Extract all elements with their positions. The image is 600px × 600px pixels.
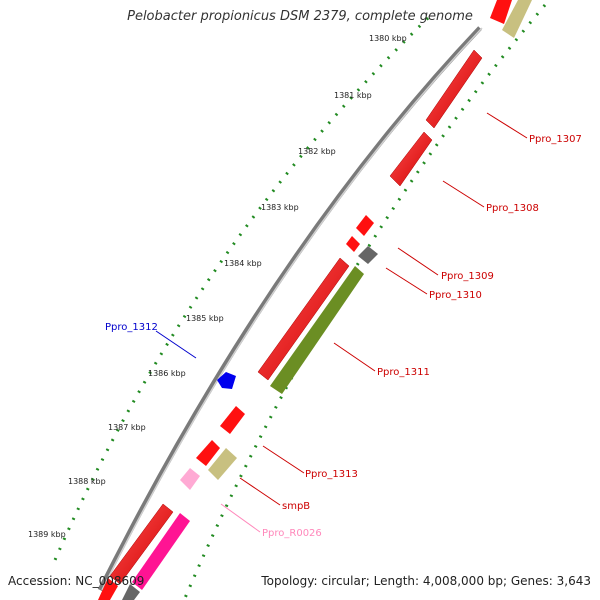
gene-ppro-1311: [257, 257, 350, 381]
gene-ppro-1309: [356, 215, 374, 236]
gene-olive-1311: [270, 266, 364, 394]
gene-label-ppro-1313: Ppro_1313: [305, 469, 358, 480]
gene-label-ppro-r0026: Ppro_R0026: [262, 528, 322, 539]
gene-ppro-1312: [217, 372, 236, 389]
scale-labels: 1380 kbp 1381 kbp 1382 kbp 1383 kbp 1384…: [28, 34, 407, 539]
gene-tan-top: [502, 0, 532, 38]
genome-backbone-highlight: [101, 27, 483, 591]
gene-label-ppro-1312: Ppro_1312: [105, 322, 158, 333]
tick-label: 1385 kbp: [186, 314, 224, 323]
gene-smpb: [208, 448, 237, 480]
gene-ppro-1307: [425, 49, 483, 129]
gene-ppro-1313: [220, 406, 245, 434]
tick-label: 1389 kbp: [28, 530, 66, 539]
gene-label-ppro-1307: Ppro_1307: [529, 134, 582, 145]
tick-label: 1381 kbp: [334, 91, 372, 100]
gene-lower-red: [109, 503, 174, 585]
accession-label: Accession: NC_008609: [8, 574, 145, 588]
map-title: Pelobacter propionicus DSM 2379, complet…: [127, 9, 473, 24]
gene-label-smpb: smpB: [282, 501, 310, 512]
tick-label: 1388 kbp: [68, 477, 106, 486]
tick-label: 1382 kbp: [298, 147, 336, 156]
leader-lines: [155, 112, 528, 533]
tick-label: 1384 kbp: [224, 259, 262, 268]
tick-label: 1380 kbp: [369, 34, 407, 43]
gene-ppro-1310: [358, 246, 378, 264]
gene-label-ppro-1311: Ppro_1311: [377, 367, 430, 378]
gene-ppro-1307b: [490, 0, 512, 24]
gene-ppro-1313b: [196, 440, 220, 466]
tick-label: 1383 kbp: [261, 203, 299, 212]
gene-ppro-1308: [389, 131, 433, 187]
gene-ppro-r0026: [180, 468, 200, 490]
gene-labels: Ppro_1307 Ppro_1308 Ppro_1309 Ppro_1310 …: [105, 134, 582, 539]
gene-label-ppro-1308: Ppro_1308: [486, 203, 539, 214]
gene-gray-bottom: [122, 584, 140, 600]
gene-magenta: [132, 513, 190, 590]
gene-features-reverse: [122, 0, 532, 600]
gene-ppro-1309b: [346, 236, 360, 252]
gene-label-ppro-1309: Ppro_1309: [441, 271, 494, 282]
genome-backbone: [97, 26, 482, 592]
gene-lower-red-b: [98, 578, 118, 600]
gene-features: [98, 0, 512, 600]
gene-label-ppro-1310: Ppro_1310: [429, 290, 482, 301]
tick-label: 1386 kbp: [148, 369, 186, 378]
tick-label: 1387 kbp: [108, 423, 146, 432]
topology-label: Topology: circular; Length: 4,008,000 bp…: [261, 574, 591, 588]
